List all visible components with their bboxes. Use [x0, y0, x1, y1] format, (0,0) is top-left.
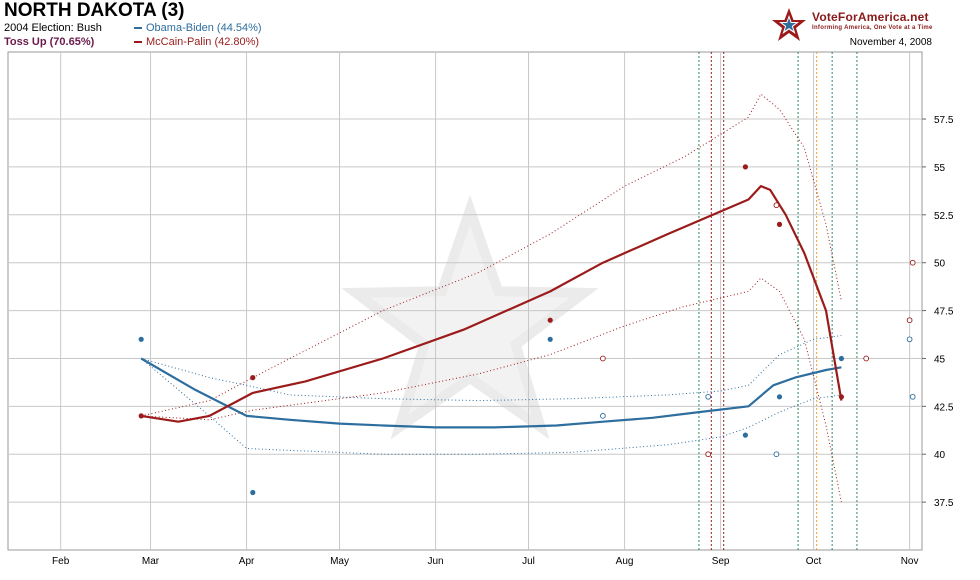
y-tick-label: 55 — [934, 163, 946, 174]
page-title: NORTH DAKOTA (3) — [4, 0, 185, 21]
x-tick-label: Apr — [239, 556, 255, 567]
mccain-poll-point — [705, 451, 712, 458]
obama-poll-point — [250, 489, 256, 496]
election-note: 2004 Election: Bush — [4, 22, 102, 34]
y-tick-label: 47.5 — [934, 307, 954, 318]
obama-poll-point — [838, 355, 845, 362]
obama-poll-point — [773, 451, 780, 458]
obama-poll-point — [776, 394, 783, 400]
y-tick-label: 45 — [934, 354, 946, 365]
y-tick-label: 57.5 — [934, 115, 954, 126]
status-note: Toss Up (70.65%) — [4, 36, 95, 48]
mccain-poll-point — [250, 375, 256, 381]
y-tick-label: 40 — [934, 450, 946, 461]
mccain-poll-point — [863, 355, 870, 362]
x-tick-label: Jun — [428, 556, 444, 567]
y-tick-label: 42.5 — [934, 402, 954, 413]
y-tick-label: 50 — [934, 259, 946, 270]
mccain-poll-point — [906, 317, 913, 324]
x-tick-label: Nov — [901, 556, 919, 567]
mccain-poll-point — [773, 202, 780, 209]
mccain-poll-point — [838, 394, 845, 400]
x-tick-label: Feb — [52, 556, 70, 567]
obama-poll-point — [742, 432, 749, 438]
obama-poll-point — [705, 393, 712, 400]
mccain-poll-point — [547, 317, 553, 323]
y-tick-label: 37.5 — [934, 498, 954, 509]
mccain-upper-band — [141, 93, 842, 417]
mccain-poll-point — [742, 164, 749, 170]
x-tick-label: May — [330, 556, 349, 567]
mccain-poll-point — [776, 221, 783, 227]
obama-poll-point — [909, 393, 916, 400]
legend-mccain-swatch — [134, 41, 142, 44]
legend-mccain: McCain-Palin (42.80%) — [134, 36, 259, 48]
legend-obama-swatch — [134, 27, 142, 30]
obama-poll-point — [906, 336, 913, 343]
mccain-poll-point — [138, 413, 144, 419]
x-tick-label: Aug — [616, 556, 634, 567]
obama-poll-point — [547, 336, 553, 342]
star-logo-icon — [772, 8, 806, 41]
x-tick-label: Oct — [806, 556, 822, 567]
obama-poll-point — [600, 413, 606, 419]
brand-tagline: Informing America, One Vote at a Time — [812, 25, 933, 31]
update-date: November 4, 2008 — [849, 37, 932, 48]
x-tick-label: Mar — [142, 556, 160, 567]
obama-trend-line — [140, 357, 842, 429]
mccain-trend-line — [141, 185, 843, 423]
x-tick-label: Jul — [522, 556, 535, 567]
legend-obama-label: Obama-Biden (44.54%) — [146, 22, 262, 34]
brand-logo[interactable]: VoteForAmerica.net Informing America, On… — [770, 6, 970, 46]
legend-obama: Obama-Biden (44.54%) — [134, 22, 262, 34]
mccain-poll-point — [600, 355, 606, 362]
obama-poll-point — [138, 336, 144, 342]
brand-name: VoteForAmerica.net — [812, 10, 929, 24]
obama-upper-band — [141, 335, 842, 402]
legend-mccain-label: McCain-Palin (42.80%) — [146, 36, 260, 48]
x-tick-label: Sep — [712, 556, 730, 567]
y-tick-label: 52.5 — [934, 211, 954, 222]
watermark-star — [341, 194, 599, 440]
mccain-poll-point — [909, 259, 916, 266]
